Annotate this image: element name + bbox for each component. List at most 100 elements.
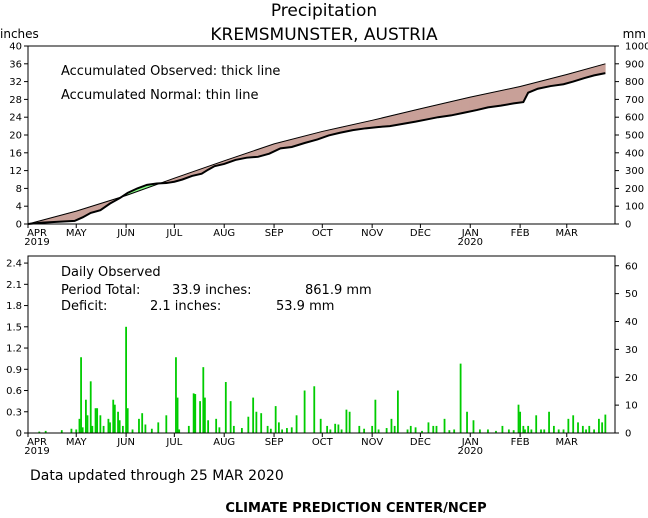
daily-bar bbox=[44, 430, 47, 433]
daily-bar bbox=[374, 399, 377, 433]
daily-bar bbox=[495, 430, 497, 433]
left-unit-label: inches bbox=[0, 27, 39, 41]
daily-bar bbox=[81, 427, 84, 433]
daily-bar bbox=[572, 415, 575, 433]
left-tick-label: 4 bbox=[16, 202, 22, 213]
daily-bar bbox=[286, 428, 288, 433]
daily-bar bbox=[530, 429, 533, 433]
month-tick-label: JUN bbox=[116, 228, 135, 239]
right-unit-label: mm bbox=[623, 27, 646, 41]
left-tick-label: 12 bbox=[9, 166, 22, 177]
daily-bar bbox=[390, 418, 393, 433]
right-tick-label: 100 bbox=[625, 202, 644, 213]
daily-bar bbox=[112, 399, 115, 433]
daily-bar bbox=[303, 390, 306, 433]
left-tick-label: 0 bbox=[16, 220, 22, 231]
daily-bar bbox=[479, 429, 481, 433]
year-tick-label: 2020 bbox=[458, 237, 483, 248]
left-tick-label: 2.4 bbox=[6, 259, 22, 270]
daily-bar bbox=[215, 418, 218, 433]
left-tick-label: 0.3 bbox=[6, 407, 22, 418]
daily-bar bbox=[107, 418, 110, 433]
daily-bar bbox=[266, 425, 269, 433]
daily-bar bbox=[472, 420, 475, 433]
daily-bar bbox=[385, 428, 388, 433]
daily-bar bbox=[432, 425, 435, 433]
daily-bar bbox=[121, 425, 124, 433]
daily-bar bbox=[255, 411, 258, 433]
daily-bar bbox=[522, 425, 525, 433]
daily-bar bbox=[204, 397, 206, 433]
year-tick-label: 2020 bbox=[458, 446, 483, 457]
daily-bar bbox=[260, 413, 263, 433]
daily-bar bbox=[393, 425, 396, 433]
daily-bar bbox=[70, 428, 73, 433]
normal-line bbox=[27, 63, 606, 225]
month-tick-label: JUN bbox=[116, 437, 135, 448]
left-tick-label: 36 bbox=[9, 59, 22, 70]
chart-title: Precipitation bbox=[271, 1, 377, 21]
daily-bar bbox=[138, 418, 140, 433]
daily-bar bbox=[202, 367, 205, 433]
daily-bar bbox=[598, 418, 600, 433]
right-tick-label: 800 bbox=[625, 77, 644, 88]
right-tick-label: 600 bbox=[625, 113, 644, 124]
daily-bar bbox=[240, 428, 243, 433]
daily-bar bbox=[435, 425, 438, 433]
chart-subtitle: KREMSMUNSTER, AUSTRIA bbox=[210, 25, 438, 45]
daily-bar bbox=[527, 425, 530, 433]
period-total-inches: 33.9 inches: bbox=[172, 283, 251, 298]
daily-bar bbox=[585, 429, 587, 433]
daily-bar bbox=[540, 429, 542, 433]
daily-bar bbox=[192, 393, 195, 433]
daily-bar bbox=[109, 422, 111, 433]
daily-bar bbox=[377, 429, 380, 433]
daily-bar bbox=[295, 415, 298, 433]
daily-bar bbox=[131, 429, 134, 433]
daily-bar bbox=[409, 425, 412, 433]
daily-bar bbox=[178, 429, 181, 433]
left-tick-label: 2.1 bbox=[6, 280, 22, 291]
daily-bar bbox=[80, 357, 82, 433]
daily-bar bbox=[252, 397, 255, 433]
source-credit: CLIMATE PREDICTION CENTER/NCEP bbox=[225, 501, 486, 516]
daily-bar bbox=[229, 401, 232, 433]
observed-line bbox=[27, 72, 606, 225]
daily-bar bbox=[548, 411, 550, 433]
right-tick-label: 10 bbox=[625, 401, 638, 412]
month-tick-label: SEP bbox=[265, 228, 284, 239]
difference-fill bbox=[603, 63, 606, 74]
right-tick-label: 50 bbox=[625, 289, 638, 300]
accumulated-panel: inches mm 048121620242832364001002003004… bbox=[0, 27, 648, 248]
daily-bar bbox=[337, 424, 340, 433]
daily-bars bbox=[38, 326, 607, 433]
daily-bar bbox=[517, 404, 520, 433]
daily-bar bbox=[269, 428, 272, 433]
daily-bar bbox=[89, 381, 92, 433]
right-tick-label: 500 bbox=[625, 131, 644, 142]
daily-bar bbox=[524, 429, 526, 433]
daily-bar bbox=[218, 427, 221, 433]
daily-plot-frame bbox=[27, 255, 616, 434]
right-tick-label: 400 bbox=[625, 148, 644, 159]
month-tick-label: JAN bbox=[461, 437, 479, 448]
month-tick-label: APR bbox=[27, 437, 47, 448]
accumulated-axis-ticks: 0481216202428323640010020030040050060070… bbox=[9, 42, 648, 249]
month-tick-label: FEB bbox=[511, 437, 530, 448]
daily-bar bbox=[501, 425, 504, 433]
month-tick-label: MAY bbox=[66, 437, 88, 448]
month-tick-label: MAR bbox=[556, 437, 578, 448]
daily-bar bbox=[340, 429, 343, 433]
daily-bar bbox=[512, 430, 515, 433]
left-tick-label: 32 bbox=[9, 77, 22, 88]
daily-bar bbox=[78, 418, 81, 433]
daily-bar bbox=[414, 427, 417, 433]
month-tick-label: OCT bbox=[312, 437, 334, 448]
daily-bar bbox=[326, 425, 329, 433]
daily-bar bbox=[601, 422, 604, 433]
period-total-mm: 861.9 mm bbox=[305, 283, 372, 298]
daily-bar bbox=[94, 408, 97, 433]
daily-bar bbox=[91, 425, 94, 433]
right-tick-label: 700 bbox=[625, 95, 644, 106]
daily-bar bbox=[85, 399, 87, 433]
